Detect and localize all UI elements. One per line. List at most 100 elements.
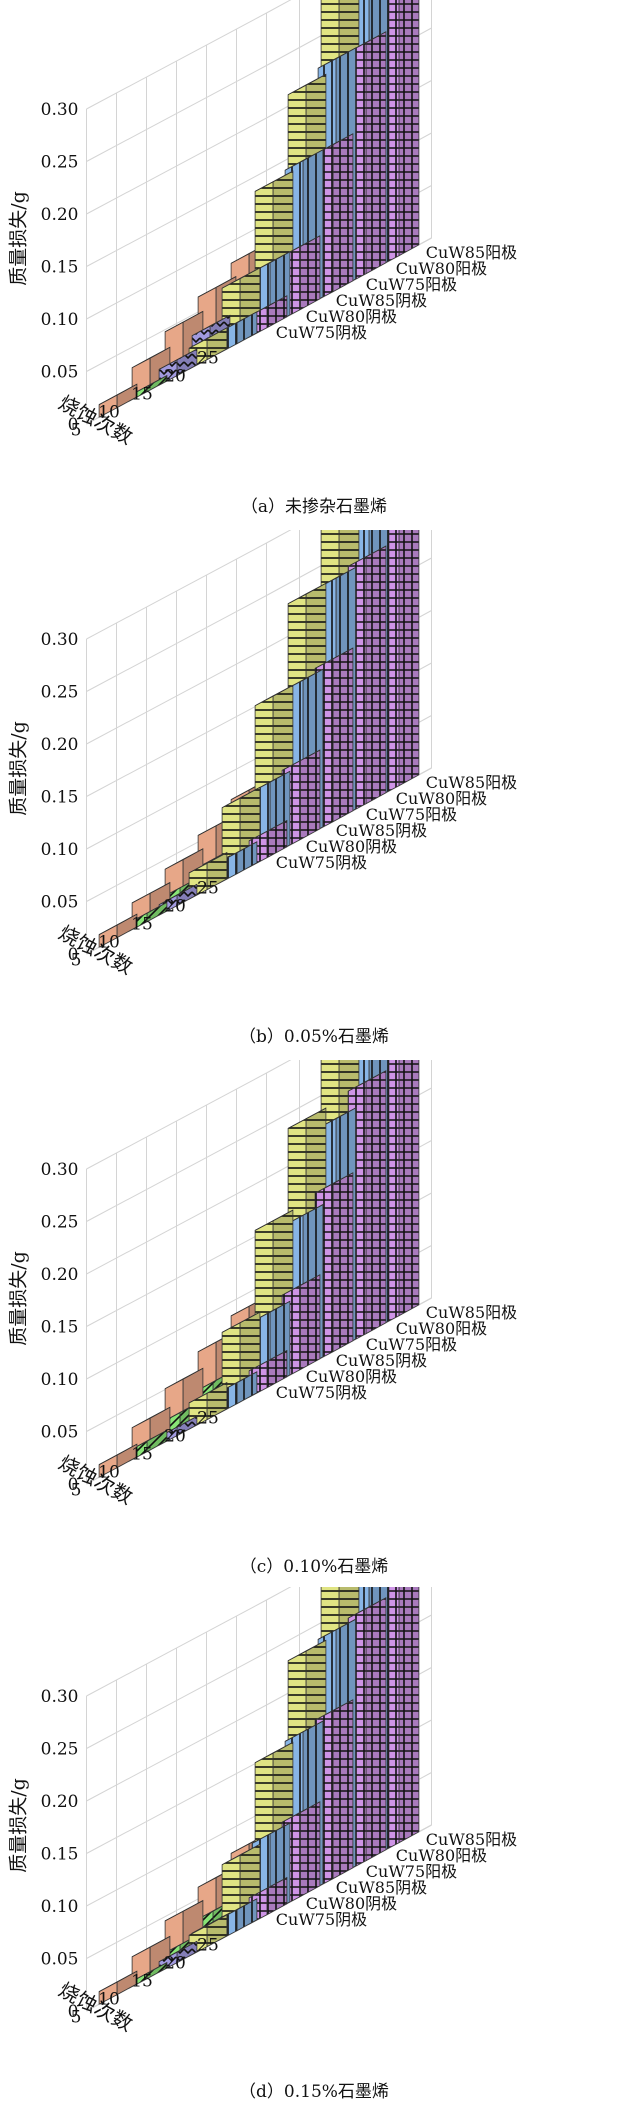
bar-top-face xyxy=(317,47,357,69)
bar-side-face xyxy=(398,0,420,257)
series-label: CuW80阳极 xyxy=(396,1846,487,1865)
bar-top-face xyxy=(254,170,294,192)
bar-top-face xyxy=(347,31,387,53)
series-label: CuW85阳极 xyxy=(426,1303,517,1322)
bar-top-face xyxy=(281,1801,321,1823)
series-labels: CuW75阴极CuW80阴极CuW85阴极CuW75阳极CuW80阳极CuW85… xyxy=(276,773,517,872)
bar-side-face xyxy=(206,851,228,891)
bar-side-face xyxy=(365,1070,387,1335)
bar-top-face xyxy=(317,1107,357,1129)
x-tick-label: 10 xyxy=(98,932,120,952)
chart-a: 0 0.05 0.10 0.15 0.20 0.25 0.30 质量损失/g 5 10 15 20 25… xyxy=(8,0,517,449)
z-tick-labels: 0 0.05 0.10 0.15 0.20 0.25 0.30 xyxy=(41,1160,79,1495)
bar-top-face xyxy=(218,1371,258,1393)
x-tick-label: 25 xyxy=(197,878,219,898)
x-tick-label: 25 xyxy=(197,1935,219,1955)
bar-top-face xyxy=(131,1406,171,1429)
bar-side-face xyxy=(146,1961,168,1980)
bar-side-face xyxy=(206,1381,228,1421)
panel-b: 0 0.05 0.10 0.15 0.20 0.25 0.30 质量损失/g 5 10 15 20 25… xyxy=(0,530,628,1050)
x-tick-label: 10 xyxy=(98,402,120,422)
bar-top-face xyxy=(221,267,261,289)
bar-top-face xyxy=(281,235,321,257)
bar-top-face xyxy=(221,786,261,809)
bar-top-face xyxy=(218,1898,258,1920)
series-label: CuW80阳极 xyxy=(396,789,487,808)
bar-side-face xyxy=(299,749,321,841)
z-tick-labels: 0 0.05 0.10 0.15 0.20 0.25 0.30 xyxy=(41,100,79,435)
panel-d: 0 0.05 0.10 0.15 0.20 0.25 0.30 质量损失/g 5 10 15 20 25… xyxy=(0,1587,628,2107)
bar-top-face xyxy=(98,913,138,935)
x-tick-label: 20 xyxy=(164,366,186,386)
series-label: CuW85阳极 xyxy=(426,1830,517,1849)
series-label: CuW80阴极 xyxy=(306,1367,397,1386)
bar-top-face xyxy=(251,1300,291,1323)
series-label: CuW85阳极 xyxy=(426,243,517,262)
chart-b: 0 0.05 0.10 0.15 0.20 0.25 0.30 质量损失/g 5 10 15 20 25… xyxy=(8,530,517,979)
z-axis-label: 质量损失/g xyxy=(8,1251,30,1346)
z-tick-label: 0.20 xyxy=(41,205,79,225)
bars xyxy=(98,0,420,418)
bar-top-face xyxy=(128,902,168,924)
x-tick-label: 20 xyxy=(164,1426,186,1446)
bar-top-face xyxy=(164,848,204,870)
panel-a: 0 0.05 0.10 0.15 0.20 0.25 0.30 质量损失/g 5 10 15 20 25… xyxy=(0,0,628,520)
bar-top-face xyxy=(128,1429,168,1452)
bar xyxy=(128,1429,168,1462)
bar-side-face xyxy=(332,1172,354,1353)
series-label: CuW80阴极 xyxy=(306,1894,397,1913)
z-tick-labels: 0 0.05 0.10 0.15 0.20 0.25 0.30 xyxy=(41,1687,79,2022)
z-tick-label: 0.20 xyxy=(41,1265,79,1285)
bar-top-face xyxy=(347,1597,387,1619)
bars xyxy=(98,530,420,948)
x-tick-label: 5 xyxy=(71,420,82,440)
z-tick-label: 0.25 xyxy=(41,683,79,703)
caption-a: （a）未掺杂石墨烯 xyxy=(240,497,388,517)
bars xyxy=(98,1060,420,1478)
series-label: CuW75阳极 xyxy=(366,805,457,824)
bar xyxy=(98,913,138,948)
bar-side-face xyxy=(266,1349,288,1389)
z-tick-label: 0.20 xyxy=(41,735,79,755)
x-tick-label: 5 xyxy=(71,1480,82,1500)
x-tick-label: 15 xyxy=(131,1971,153,1991)
z-tick-label: 0.10 xyxy=(41,310,79,330)
chart-d: 0 0.05 0.10 0.15 0.20 0.25 0.30 质量损失/g 5 10 15 20 25… xyxy=(8,1587,517,2036)
z-tick-label: 0 xyxy=(68,2002,79,2022)
z-tick-label: 0.15 xyxy=(41,1845,79,1865)
bar-top-face xyxy=(287,1639,327,1662)
series-label: CuW75阳极 xyxy=(366,1335,457,1354)
series-label: CuW75阴极 xyxy=(276,1383,367,1402)
series-label: CuW75阳极 xyxy=(366,275,457,294)
z-tick-label: 0.30 xyxy=(41,630,79,650)
series-label: CuW85阴极 xyxy=(336,1878,427,1897)
bar-top-face xyxy=(347,1070,387,1092)
series-label: CuW85阳极 xyxy=(426,773,517,792)
bar-top-face xyxy=(98,383,138,405)
bar-top-face xyxy=(128,375,168,397)
chart-c: 0 0.05 0.10 0.15 0.20 0.25 0.30 质量损失/g 5 10 15 20 25… xyxy=(8,1060,517,1509)
bar-side-face xyxy=(365,31,387,275)
x-tick-label: 5 xyxy=(71,950,82,970)
x-tick-label: 15 xyxy=(131,1444,153,1464)
x-tick-labels: 5 10 15 20 25 xyxy=(71,1935,219,2027)
z-tick-label: 0.05 xyxy=(41,1950,79,1970)
bar-top-face xyxy=(188,1914,228,1936)
bar-side-face xyxy=(116,1970,138,1996)
x-tick-labels: 5 10 15 20 25 xyxy=(71,1408,219,1500)
bar-top-face xyxy=(158,883,198,906)
x-tick-label: 5 xyxy=(71,2007,82,2027)
z-tick-label: 0.15 xyxy=(41,258,79,278)
z-tick-label: 0.05 xyxy=(41,1423,79,1443)
z-tick-label: 0.10 xyxy=(41,1897,79,1917)
bar-side-face xyxy=(266,1876,288,1916)
bar-side-face xyxy=(365,1597,387,1862)
bar-side-face xyxy=(398,1587,420,1844)
series-labels: CuW75阴极CuW80阴极CuW85阴极CuW75阳极CuW80阳极CuW85… xyxy=(276,243,517,342)
bar-top-face xyxy=(221,1843,261,1866)
bar-top-face xyxy=(164,1367,204,1390)
bar-side-face xyxy=(299,235,321,311)
bar-side-face xyxy=(299,1801,321,1898)
bar-side-face xyxy=(116,1443,138,1469)
